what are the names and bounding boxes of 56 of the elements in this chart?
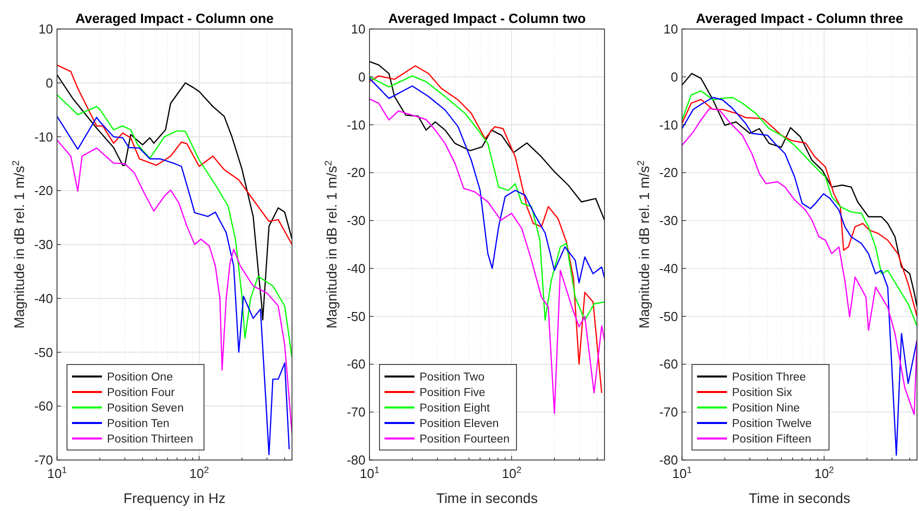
x-tick-label: 10$^{2}$ (189, 465, 209, 481)
legend-label: Position One (107, 372, 173, 384)
legend-label: Position Six (732, 387, 792, 399)
x-axis-title: Time in seconds (436, 490, 538, 506)
legend-label: Position Nine (732, 402, 800, 414)
y-tick-label: -30 (34, 237, 53, 252)
legend-label: Position Two (420, 372, 484, 384)
y-tick-label: 0 (46, 75, 53, 90)
x-axis-title: Frequency in Hz (124, 490, 226, 506)
chart-title: Averaged Impact - Column two (388, 11, 586, 26)
y-tick-label: -50 (659, 308, 678, 324)
y-tick-label: -10 (346, 117, 366, 132)
chart-title: Averaged Impact - Column three (696, 11, 904, 26)
legend-label: Position Eight (420, 402, 491, 414)
y-tick-label: -80 (346, 452, 366, 468)
y-tick-label: -60 (34, 398, 53, 414)
y-tick-label: -40 (34, 290, 53, 306)
legend-label: Position Five (420, 387, 486, 399)
x-tick-label: 10$^{2}$ (502, 465, 522, 481)
y-tick-label: -70 (659, 404, 678, 420)
y-tick-label: -50 (34, 344, 53, 360)
y-tick-label: -20 (659, 165, 678, 180)
legend-label: Position Three (732, 372, 806, 384)
y-tick-label: -30 (659, 213, 678, 228)
y-tick-label: 10 (664, 22, 678, 36)
legend-label: Position Fourteen (420, 434, 510, 446)
y-tick-label: 10 (351, 22, 366, 36)
y-tick-label: -10 (34, 129, 53, 144)
y-tick-label: -30 (346, 213, 366, 228)
y-tick-label: -80 (659, 452, 678, 468)
legend-label: Position Eleven (420, 418, 499, 430)
y-tick-label: -40 (346, 260, 366, 276)
x-tick-label: 10$^{1}$ (360, 465, 380, 481)
y-tick-label: -20 (346, 165, 366, 180)
legend-label: Position Thirteen (107, 434, 194, 446)
y-tick-label: -60 (659, 356, 678, 372)
x-tick-label: 10$^{1}$ (672, 465, 692, 481)
y-tick-label: -20 (34, 183, 53, 198)
legend-label: Position Ten (107, 418, 170, 430)
legend-label: Position Twelve (732, 418, 812, 430)
x-tick-label: 10$^{1}$ (47, 465, 67, 481)
y-tick-label: 0 (358, 69, 366, 84)
y-tick-label: -70 (346, 404, 366, 420)
chart-title: Averaged Impact - Column one (75, 11, 274, 26)
y-tick-label: -10 (659, 117, 678, 132)
y-tick-label: 10 (38, 22, 53, 36)
y-tick-label: -50 (346, 308, 366, 324)
y-tick-label: -60 (346, 356, 366, 372)
x-tick-label: 10$^{2}$ (814, 465, 834, 481)
y-tick-label: -40 (659, 260, 678, 276)
y-tick-label: -70 (34, 452, 53, 468)
x-axis-title: Time in seconds (748, 490, 850, 506)
legend-label: Position Fifteen (732, 434, 812, 446)
legend-label: Position Four (107, 387, 175, 399)
y-tick-label: 0 (670, 69, 678, 84)
legend-label: Position Seven (107, 402, 184, 414)
